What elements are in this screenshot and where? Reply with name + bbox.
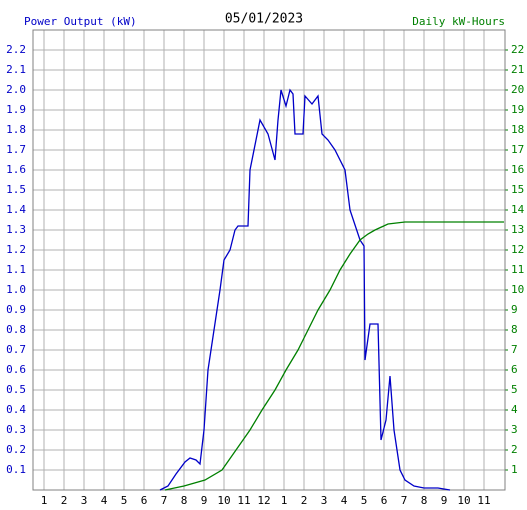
y2-tick-label: 19 [511, 103, 524, 116]
y2-tick-label: 17 [511, 143, 524, 156]
x-tick-label: 1 [41, 494, 48, 507]
series-line [159, 88, 451, 491]
y-tick-label: 0.9 [6, 303, 26, 316]
y-tick-label: 2.2 [6, 43, 26, 56]
y2-tick-label: 18 [511, 123, 524, 136]
y2-tick-label: 2 [511, 443, 518, 456]
y-tick-label: 1.4 [6, 203, 26, 216]
x-tick-label: 2 [61, 494, 68, 507]
y-tick-label: 1.9 [6, 103, 26, 116]
y-tick-label: 1.1 [6, 263, 26, 276]
x-tick-label: 5 [121, 494, 128, 507]
y-tick-label: 0.3 [6, 423, 26, 436]
y2-tick-label: 4 [511, 403, 518, 416]
x-tick-label: 6 [381, 494, 388, 507]
y2-tick-label: 21 [511, 63, 524, 76]
x-tick-label: 3 [321, 494, 328, 507]
x-tick-label: 10 [457, 494, 470, 507]
y-tick-label: 0.2 [6, 443, 26, 456]
x-tick-label: 7 [401, 494, 408, 507]
y-tick-label: 0.6 [6, 363, 26, 376]
y-tick-label: 1.8 [6, 123, 26, 136]
y2-tick-label: 11 [511, 263, 524, 276]
x-tick-label: 12 [257, 494, 270, 507]
y-tick-label: 0.7 [6, 343, 26, 356]
x-tick-label: 10 [217, 494, 230, 507]
y-tick-label: 1.3 [6, 223, 26, 236]
x-tick-label: 9 [441, 494, 448, 507]
y-axis-label: Power Output (kW) [24, 15, 137, 28]
y-tick-label: 1.6 [6, 163, 26, 176]
y-tick-label: 0.5 [6, 383, 26, 396]
y2-tick-label: 15 [511, 183, 524, 196]
y2-tick-label: 1 [511, 463, 518, 476]
chart-title: 05/01/2023 [225, 12, 303, 27]
y2-tick-label: 16 [511, 163, 524, 176]
x-tick-label: 6 [141, 494, 148, 507]
y-tick-label: 2.0 [6, 83, 26, 96]
y2-tick-label: 10 [511, 283, 524, 296]
y-tick-label: 0.8 [6, 323, 26, 336]
y-tick-label: 0.1 [6, 463, 26, 476]
y2-tick-label: 7 [511, 343, 518, 356]
y2-axis-label: Daily kW-Hours [412, 15, 505, 28]
y-tick-label: 0.4 [6, 403, 26, 416]
y-tick-label: 1.2 [6, 243, 26, 256]
y-tick-label: 2.1 [6, 63, 26, 76]
y2-tick-label: 9 [511, 303, 518, 316]
x-tick-label: 8 [421, 494, 428, 507]
y2-tick-label: 22 [511, 43, 524, 56]
x-tick-label: 8 [181, 494, 188, 507]
plot-area [33, 30, 505, 490]
y2-tick-label: 6 [511, 363, 518, 376]
y-tick-label: 1.5 [6, 183, 26, 196]
x-tick-label: 2 [301, 494, 308, 507]
x-tick-label: 3 [81, 494, 88, 507]
x-tick-label: 1 [281, 494, 288, 507]
y2-tick-label: 8 [511, 323, 518, 336]
y2-tick-label: 5 [511, 383, 518, 396]
x-tick-label: 11 [237, 494, 250, 507]
y-tick-label: 1.0 [6, 283, 26, 296]
plot-border [32, 29, 506, 491]
x-tick-label: 7 [161, 494, 168, 507]
y-tick-label: 1.7 [6, 143, 26, 156]
y2-tick-label: 14 [511, 203, 525, 216]
y2-tick-label: 13 [511, 223, 524, 236]
y2-tick-label: 12 [511, 243, 524, 256]
x-tick-label: 11 [477, 494, 490, 507]
x-tick-label: 9 [201, 494, 208, 507]
y2-tick-label: 20 [511, 83, 524, 96]
x-tick-label: 4 [341, 494, 348, 507]
series-line [164, 221, 504, 491]
x-tick-label: 4 [101, 494, 108, 507]
x-tick-label: 5 [361, 494, 368, 507]
y2-tick-label: 3 [511, 423, 518, 436]
